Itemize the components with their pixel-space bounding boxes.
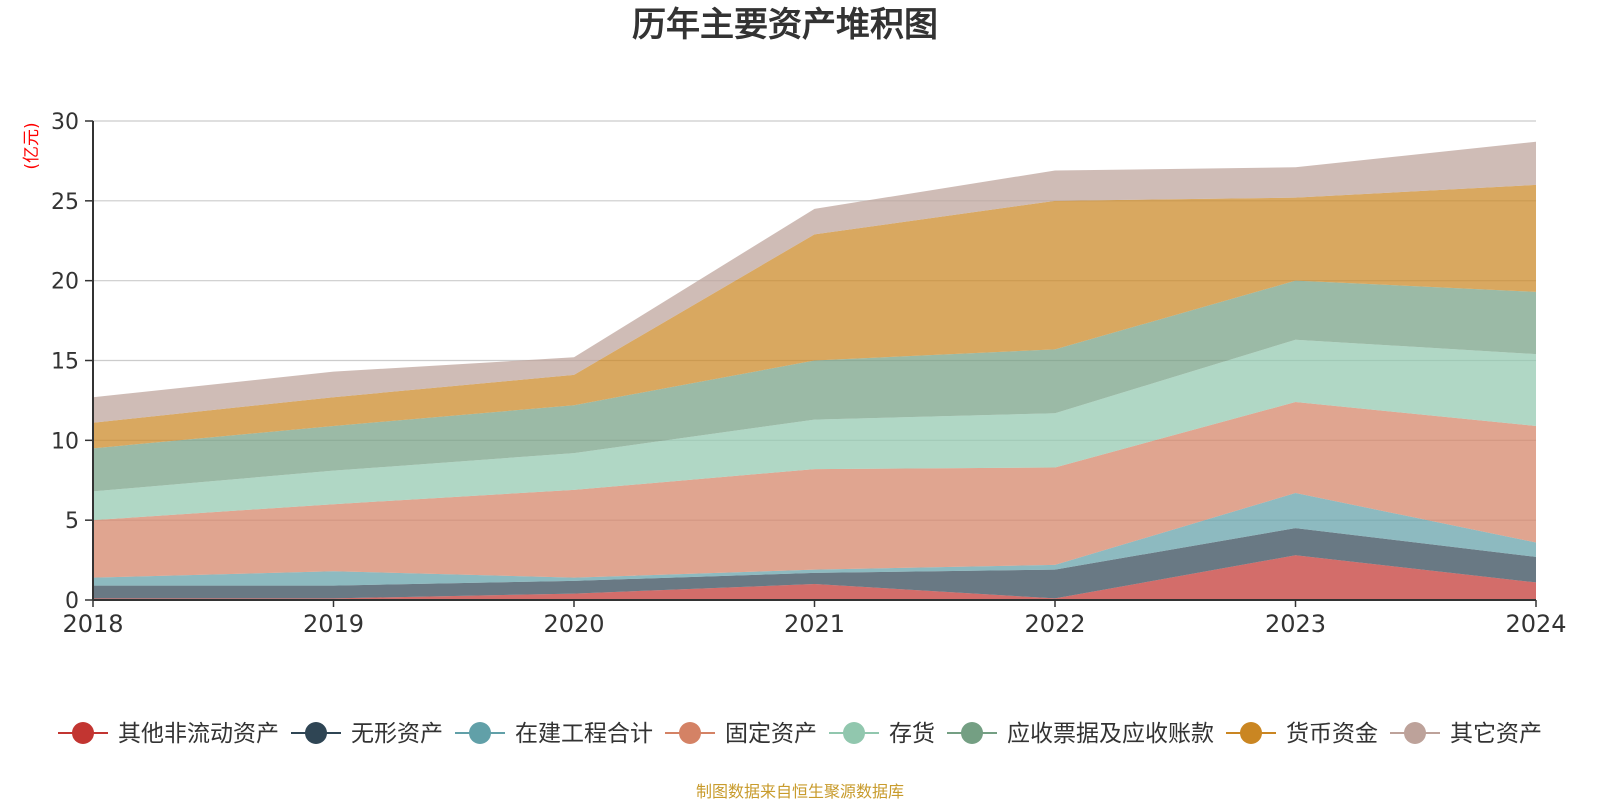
x-tick-label: 2019	[303, 610, 364, 638]
y-tick-label: 25	[51, 190, 79, 215]
x-tick-label: 2024	[1505, 610, 1566, 638]
axes: 0 5 10 15 20 25 30 2018 2019 2020 2021 2022 2023 2024	[51, 110, 1567, 638]
y-tick-label: 20	[51, 270, 79, 295]
legend-item[interactable]: 其他非流动资产	[58, 721, 279, 747]
y-tick-label: 0	[65, 589, 79, 614]
x-tick-label: 2018	[62, 610, 123, 638]
y-tick-label: 30	[51, 110, 79, 135]
x-tick-label: 2021	[784, 610, 845, 638]
area-series-4	[93, 402, 1536, 578]
legend-dot-icon	[72, 722, 94, 744]
area-series-3	[93, 493, 1536, 586]
legend-label: 其他非流动资产	[118, 721, 279, 747]
legend-item[interactable]: 其它资产	[1390, 721, 1542, 747]
y-tick-label: 15	[51, 350, 79, 375]
x-tick-label: 2020	[543, 610, 604, 638]
area-series-2	[93, 528, 1536, 599]
legend[interactable]: 其他非流动资产 无形资产 在建工程合计 固定资产 存货 应收票据及应收账款 货币资金 其它资产	[58, 721, 1542, 747]
legend-label: 无形资产	[351, 721, 443, 747]
source-note: 制图数据来自恒生聚源数据库	[695, 782, 904, 801]
legend-dot-icon	[679, 722, 701, 744]
legend-label: 固定资产	[725, 721, 817, 747]
legend-item[interactable]: 固定资产	[665, 721, 817, 747]
y-axis-label: (亿元)	[22, 122, 42, 169]
y-tick-label: 5	[65, 509, 79, 534]
legend-label: 应收票据及应收账款	[1007, 721, 1214, 747]
legend-dot-icon	[843, 722, 865, 744]
legend-dot-icon	[1404, 722, 1426, 744]
area-series-5	[93, 339, 1536, 521]
area-series-7	[93, 184, 1536, 449]
legend-label: 货币资金	[1286, 721, 1378, 747]
legend-label: 存货	[889, 721, 935, 747]
legend-item[interactable]: 在建工程合计	[455, 721, 653, 747]
y-tick-label: 10	[51, 429, 79, 454]
legend-item[interactable]: 存货	[829, 721, 935, 747]
legend-label: 在建工程合计	[515, 721, 653, 747]
legend-item[interactable]: 货币资金	[1226, 721, 1378, 747]
legend-dot-icon	[1240, 722, 1262, 744]
x-tick-label: 2023	[1265, 610, 1326, 638]
legend-dot-icon	[305, 722, 327, 744]
area-series-1	[93, 555, 1536, 600]
legend-dot-icon	[469, 722, 491, 744]
chart-title: 历年主要资产堆积图	[632, 5, 938, 45]
legend-label: 其它资产	[1450, 721, 1542, 747]
legend-item[interactable]: 应收票据及应收账款	[947, 721, 1214, 747]
legend-dot-icon	[961, 722, 983, 744]
area-series-8	[93, 141, 1536, 423]
legend-item[interactable]: 无形资产	[291, 721, 443, 747]
x-tick-label: 2022	[1024, 610, 1085, 638]
area-series-6	[93, 280, 1536, 492]
area-series	[93, 141, 1536, 600]
